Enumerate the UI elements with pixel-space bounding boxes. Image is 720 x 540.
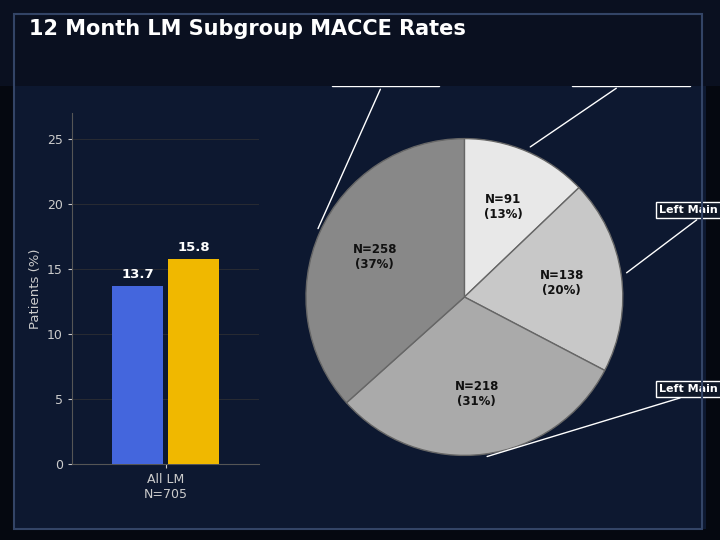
Text: Left Main + 1VD: Left Main + 1VD <box>626 205 720 273</box>
Legend: CABG, TAXUS: CABG, TAXUS <box>63 22 256 45</box>
Wedge shape <box>464 139 579 297</box>
Bar <box>112 286 163 464</box>
Text: N=91
(13%): N=91 (13%) <box>484 193 523 221</box>
Wedge shape <box>346 297 605 455</box>
Text: SYNTA: SYNTA <box>576 42 634 56</box>
Text: 12 Month LM Subgroup MACCE Rates: 12 Month LM Subgroup MACCE Rates <box>29 19 466 39</box>
Text: N=218
(31%): N=218 (31%) <box>454 381 499 408</box>
Text: 15.8: 15.8 <box>177 241 210 254</box>
Wedge shape <box>464 187 623 370</box>
Y-axis label: Patients (%): Patients (%) <box>29 248 42 329</box>
Bar <box>168 259 219 464</box>
Text: N=138
(20%): N=138 (20%) <box>539 269 584 298</box>
Text: X: X <box>668 42 680 56</box>
Text: Left Main + 2VD: Left Main + 2VD <box>487 384 720 456</box>
Text: 13.7: 13.7 <box>121 268 154 281</box>
Text: N=258
(37%): N=258 (37%) <box>353 243 397 271</box>
Text: Left Main + 3VD: Left Main + 3VD <box>318 73 436 228</box>
Wedge shape <box>306 139 464 403</box>
Text: Left Main Isolated: Left Main Isolated <box>530 73 687 147</box>
